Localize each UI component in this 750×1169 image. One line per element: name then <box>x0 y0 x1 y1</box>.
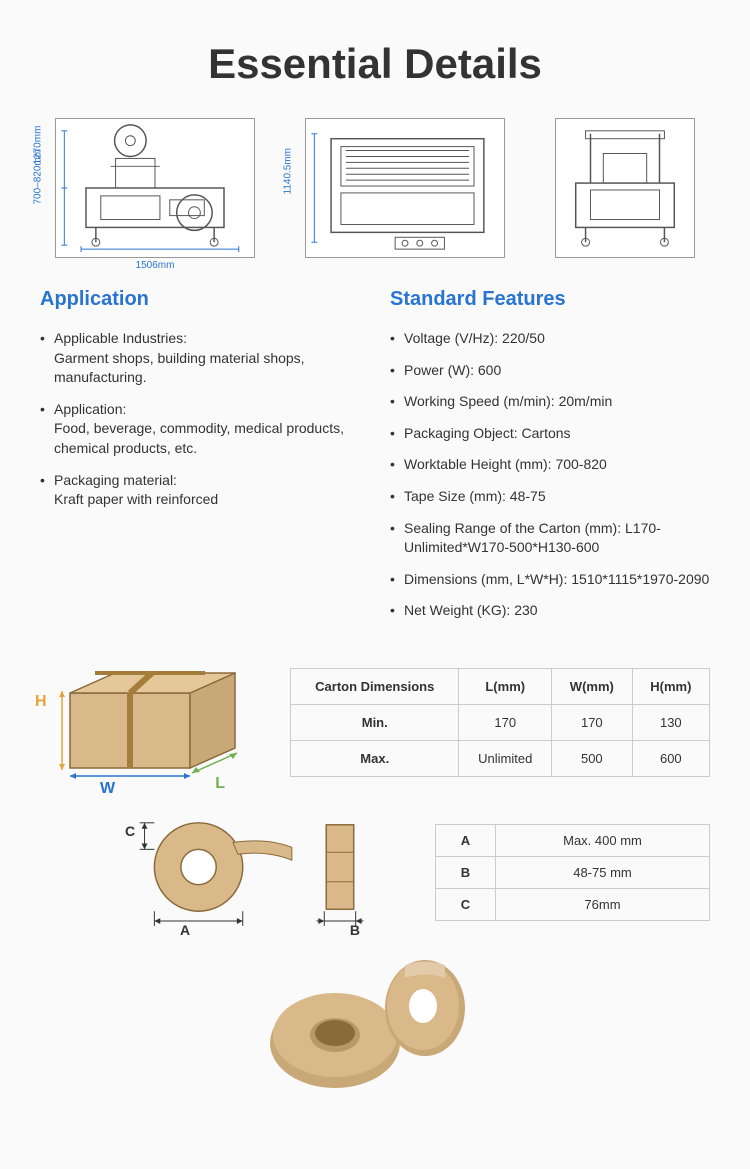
app-value: Garment shops, building material shops, … <box>54 349 360 388</box>
carton-label-l: L <box>215 775 225 793</box>
table-header: W(mm) <box>551 669 632 705</box>
feature-item: Tape Size (mm): 48-75 <box>390 487 710 507</box>
table-cell: A <box>435 825 495 857</box>
features-column: Standard Features Voltage (V/Hz): 220/50… <box>390 288 710 633</box>
dim-d1-bottom: 1506mm <box>136 260 175 271</box>
application-list: Applicable Industries: Garment shops, bu… <box>40 329 360 510</box>
dim-d2-left: 1140.5mm <box>283 148 294 195</box>
tape-svg <box>120 813 395 931</box>
table-cell: Max. 400 mm <box>495 825 709 857</box>
tape-photo <box>245 953 505 1093</box>
dim-d1-upper: 1270mm <box>33 126 44 165</box>
tape-photo-svg <box>245 953 505 1093</box>
features-list: Voltage (V/Hz): 220/50 Power (W): 600 Wo… <box>390 329 710 621</box>
feature-item: Worktable Height (mm): 700-820 <box>390 455 710 475</box>
machine-side-svg <box>556 119 694 257</box>
table-cell: Unlimited <box>459 741 552 777</box>
photo-section <box>0 943 750 1103</box>
table-header-row: Carton Dimensions L(mm) W(mm) H(mm) <box>291 669 710 705</box>
table-cell: Max. <box>291 741 459 777</box>
diagram-front: 700–820mm 1270mm 1506mm <box>55 118 255 258</box>
carton-label-w: W <box>100 780 115 798</box>
app-value: Kraft paper with reinforced <box>54 490 360 510</box>
feature-item: Power (W): 600 <box>390 361 710 381</box>
table-cell: Min. <box>291 705 459 741</box>
tape-table: A Max. 400 mm B 48-75 mm C 76mm <box>435 824 710 921</box>
table-cell: 170 <box>551 705 632 741</box>
feature-item: Net Weight (KG): 230 <box>390 601 710 621</box>
table-cell: 170 <box>459 705 552 741</box>
carton-label-h: H <box>35 693 47 711</box>
feature-item: Voltage (V/Hz): 220/50 <box>390 329 710 349</box>
table-header: H(mm) <box>632 669 709 705</box>
carton-svg <box>40 653 260 793</box>
feature-item: Packaging Object: Cartons <box>390 424 710 444</box>
application-column: Application Applicable Industries: Garme… <box>40 288 360 633</box>
application-title: Application <box>40 288 360 311</box>
diagram-top: 1140.5mm <box>305 118 505 258</box>
machine-front-svg <box>56 119 254 257</box>
app-label: Applicable Industries: <box>54 329 360 349</box>
table-row: B 48-75 mm <box>435 857 709 889</box>
page-title: Essential Details <box>0 0 750 118</box>
table-row: Min. 170 170 130 <box>291 705 710 741</box>
carton-diagram: H W L <box>40 653 260 793</box>
features-title: Standard Features <box>390 288 710 311</box>
table-cell: 48-75 mm <box>495 857 709 889</box>
content-columns: Application Applicable Industries: Garme… <box>0 288 750 633</box>
table-cell: 76mm <box>495 889 709 921</box>
table-row: A Max. 400 mm <box>435 825 709 857</box>
table-cell: C <box>435 889 495 921</box>
app-label: Application: <box>54 400 360 420</box>
feature-item: Sealing Range of the Carton (mm): L170-U… <box>390 519 710 558</box>
app-item-1: Application: Food, beverage, commodity, … <box>40 400 360 459</box>
tape-label-b: B <box>350 922 360 938</box>
table-row: C 76mm <box>435 889 709 921</box>
feature-item: Working Speed (m/min): 20m/min <box>390 392 710 412</box>
table-header: L(mm) <box>459 669 552 705</box>
tape-label-a: A <box>180 922 190 938</box>
table-cell: 600 <box>632 741 709 777</box>
table-cell: 500 <box>551 741 632 777</box>
tape-section: A B C A Max. 400 mm B 48-75 mm C 76mm <box>0 803 750 943</box>
diagrams-row: 700–820mm 1270mm 1506mm 1140.5mm <box>0 118 750 288</box>
app-item-0: Applicable Industries: Garment shops, bu… <box>40 329 360 388</box>
diagram-side <box>555 118 695 258</box>
machine-top-svg <box>306 119 504 257</box>
table-cell: B <box>435 857 495 889</box>
app-value: Food, beverage, commodity, medical produ… <box>54 419 360 458</box>
carton-table: Carton Dimensions L(mm) W(mm) H(mm) Min.… <box>290 668 710 777</box>
app-item-2: Packaging material: Kraft paper with rei… <box>40 471 360 510</box>
tape-label-c: C <box>125 823 135 839</box>
feature-item: Dimensions (mm, L*W*H): 1510*1115*1970-2… <box>390 570 710 590</box>
table-header: Carton Dimensions <box>291 669 459 705</box>
table-cell: 130 <box>632 705 709 741</box>
table-row: Max. Unlimited 500 600 <box>291 741 710 777</box>
carton-section: H W L Carton Dimensions L(mm) W(mm) H(mm… <box>0 633 750 803</box>
tape-diagram: A B C <box>120 813 395 933</box>
app-label: Packaging material: <box>54 471 360 491</box>
